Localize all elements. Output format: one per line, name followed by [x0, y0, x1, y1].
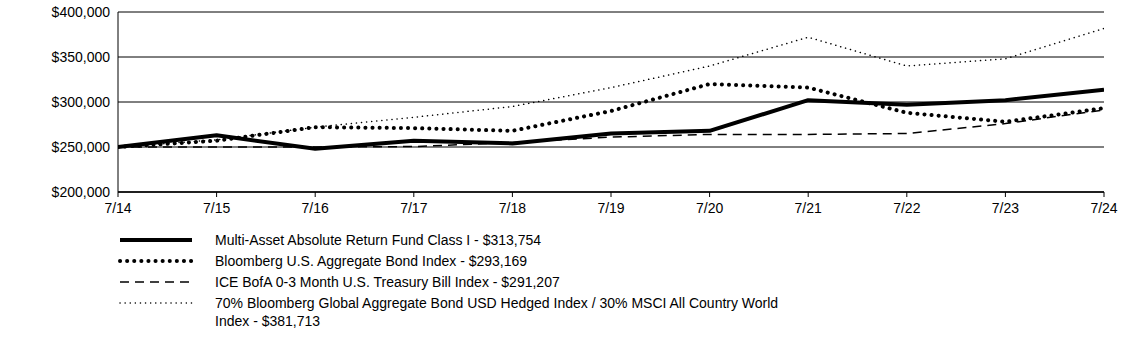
x-tick	[611, 192, 612, 197]
legend-swatch	[120, 302, 192, 304]
legend-label-line: 70% Bloomberg Global Aggregate Bond USD …	[215, 295, 778, 311]
x-tick-label: 7/23	[992, 200, 1019, 216]
series-line	[118, 28, 1104, 147]
series-group	[118, 28, 1104, 148]
y-tick-label: $250,000	[52, 139, 111, 155]
y-tick-label: $300,000	[52, 94, 111, 110]
legend-swatch	[120, 259, 192, 263]
x-tick-label: 7/24	[1090, 200, 1117, 216]
x-tick	[1005, 192, 1006, 197]
x-tick-label: 7/14	[104, 200, 131, 216]
x-tick	[413, 192, 414, 197]
y-tick-label: $200,000	[52, 184, 111, 200]
legend-label-line: Index - $381,713	[215, 313, 320, 329]
x-tick-label: 7/21	[795, 200, 822, 216]
grid-line	[118, 57, 1104, 58]
x-tick	[1104, 192, 1105, 197]
x-tick	[118, 192, 119, 197]
x-tick	[709, 192, 710, 197]
chart: $200,000 $250,000 $300,000 $350,000 $400,000…	[0, 0, 1129, 347]
legend-label: Multi-Asset Absolute Return Fund Class I…	[215, 232, 541, 248]
x-tick-label: 7/18	[499, 200, 526, 216]
x-tick	[808, 192, 809, 197]
grid-line	[118, 12, 1104, 13]
y-tick-label: $400,000	[52, 4, 111, 20]
series-line	[118, 84, 1104, 147]
y-tick-label: $350,000	[52, 49, 111, 65]
legend-label-line: ICE BofA 0-3 Month U.S. Treasury Bill In…	[215, 274, 560, 290]
grid-line	[118, 147, 1104, 148]
y-axis	[118, 12, 119, 192]
x-tick-label: 7/15	[203, 200, 230, 216]
series-line	[118, 90, 1104, 149]
legend-label: Bloomberg U.S. Aggregate Bond Index - $2…	[215, 253, 527, 269]
x-tick	[512, 192, 513, 197]
x-tick	[906, 192, 907, 197]
legend-label-line: Multi-Asset Absolute Return Fund Class I…	[215, 232, 541, 248]
x-tick-label: 7/17	[400, 200, 427, 216]
x-tick-label: 7/19	[597, 200, 624, 216]
legend-label: 70% Bloomberg Global Aggregate Bond USD …	[215, 295, 778, 329]
legend-swatch	[120, 238, 192, 242]
legend-label-line: Bloomberg U.S. Aggregate Bond Index - $2…	[215, 253, 527, 269]
x-tick-label: 7/20	[696, 200, 723, 216]
x-tick	[216, 192, 217, 197]
legend-swatch	[120, 281, 192, 283]
x-tick	[315, 192, 316, 197]
x-tick-label: 7/22	[893, 200, 920, 216]
legend-label: ICE BofA 0-3 Month U.S. Treasury Bill In…	[215, 274, 560, 290]
x-tick-label: 7/16	[302, 200, 329, 216]
